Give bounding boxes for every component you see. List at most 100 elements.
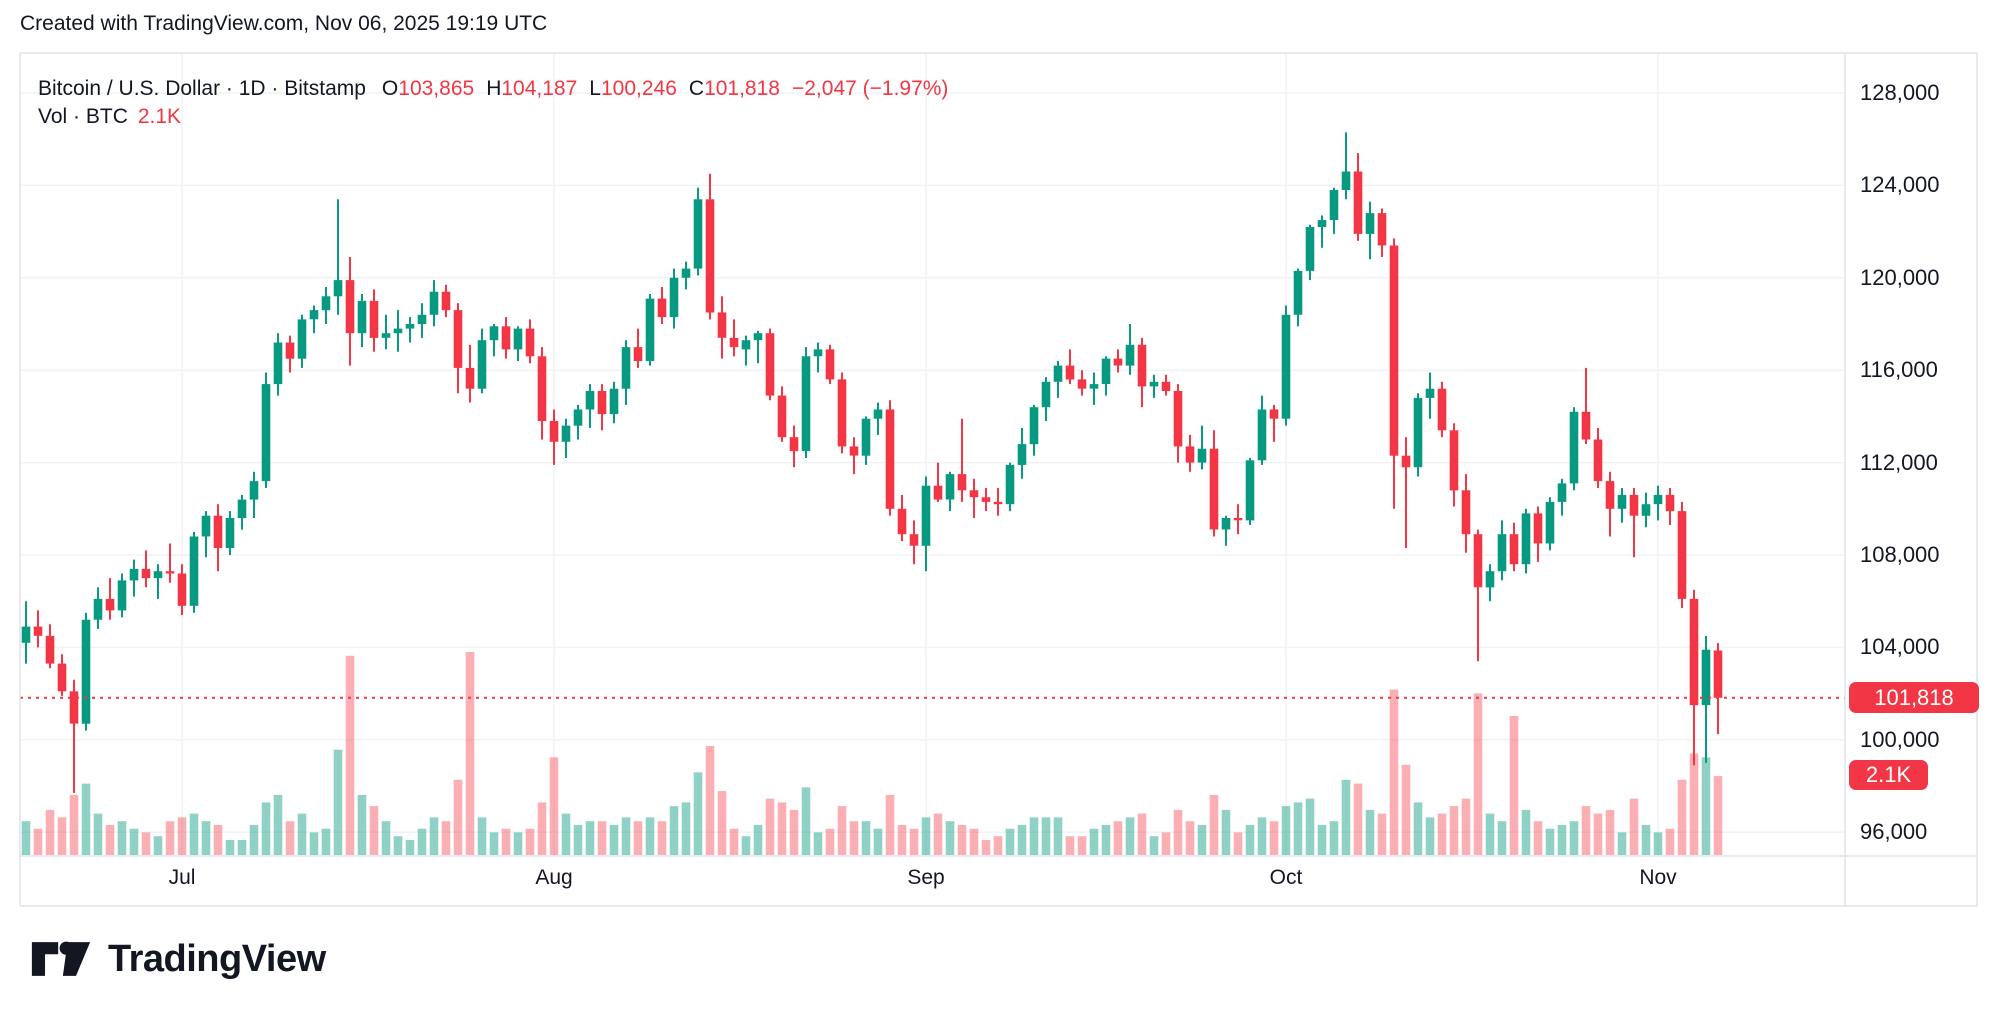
candle-body: [1701, 649, 1711, 706]
candle: [1221, 515, 1231, 546]
volume-bar: [717, 791, 727, 855]
candle: [1545, 497, 1555, 551]
candle: [717, 296, 727, 359]
candle-body: [165, 571, 175, 574]
candle: [453, 303, 463, 394]
candle: [57, 654, 67, 696]
candle: [1293, 268, 1303, 327]
candle: [741, 335, 751, 366]
volume-bar: [321, 828, 331, 855]
candle-body: [837, 379, 847, 447]
candle: [657, 287, 667, 324]
volume-bar: [1521, 809, 1531, 855]
candle-body: [1413, 397, 1423, 468]
candle: [969, 478, 979, 518]
candle-body: [501, 326, 511, 350]
volume-bar: [825, 828, 835, 855]
candle-body: [1017, 444, 1027, 465]
candle-body: [477, 340, 487, 389]
candle-body: [1305, 227, 1315, 271]
candle-body: [789, 437, 799, 452]
candle: [933, 462, 943, 502]
candle: [333, 199, 343, 315]
volume-bar: [1197, 824, 1207, 855]
candle: [285, 335, 295, 373]
month-tick-label: Aug: [535, 866, 573, 889]
volume-bar: [297, 813, 307, 855]
volume-bar: [1089, 828, 1099, 855]
candle: [1257, 395, 1267, 465]
candle: [297, 314, 307, 368]
volume-bar: [1029, 817, 1039, 855]
candle-body: [1557, 483, 1567, 502]
volume-bar: [1677, 779, 1687, 855]
candle: [1173, 384, 1183, 463]
candle: [897, 494, 907, 542]
candle: [1209, 430, 1219, 537]
candle-body: [153, 571, 163, 579]
volume-bar: [801, 787, 811, 855]
candle: [801, 347, 811, 458]
candle: [1089, 372, 1099, 405]
candle-body: [1581, 411, 1591, 440]
legend-row-volume: Vol · BTC 2.1K: [38, 103, 948, 130]
volume-bar: [1377, 813, 1387, 855]
candle: [1377, 208, 1387, 257]
candle-body: [1545, 501, 1555, 544]
candle-body: [405, 324, 415, 329]
volume-pane: [21, 652, 1723, 855]
volume-bar: [381, 821, 391, 855]
candle-body: [1173, 391, 1183, 447]
candle: [309, 305, 319, 334]
volume-bar: [765, 798, 775, 855]
candle-body: [1125, 344, 1135, 366]
candle-body: [717, 312, 727, 338]
candle: [981, 488, 991, 512]
candle: [1065, 349, 1075, 385]
candle-body: [249, 481, 259, 500]
volume-bar: [1221, 809, 1231, 855]
volume-bar: [849, 821, 859, 855]
chart-pane[interactable]: Bitcoin / U.S. Dollar · 1D · Bitstamp O1…: [0, 0, 1996, 910]
candle: [873, 402, 883, 435]
volume-bar: [309, 832, 319, 855]
candle: [129, 559, 139, 597]
volume-bar: [1245, 824, 1255, 855]
candle-body: [573, 409, 583, 426]
candle: [957, 418, 967, 502]
symbol-legend: Bitcoin / U.S. Dollar · 1D · Bitstamp O1…: [38, 75, 948, 130]
candle-body: [1497, 534, 1507, 572]
candle: [261, 372, 271, 488]
volume-bar: [1449, 806, 1459, 855]
volume-bar: [885, 794, 895, 855]
candle-body: [729, 337, 739, 348]
price-scale[interactable]: 128,000 124,000 120,000 116,000 112,000 108,0…: [1845, 53, 1996, 906]
candle-body: [945, 474, 955, 500]
volume-bar: [69, 794, 79, 855]
candle: [1305, 224, 1315, 281]
candle: [669, 268, 679, 329]
candle-body: [1401, 455, 1411, 468]
time-scale[interactable]: Jul Aug Sep Oct Nov: [0, 856, 1845, 906]
candle-body: [369, 300, 379, 338]
volume-bar: [429, 817, 439, 855]
chart-frame: [19, 52, 1978, 907]
candle-body: [429, 291, 439, 315]
candles: [21, 132, 1723, 793]
candle-body: [1461, 490, 1471, 535]
volume-bar: [1065, 836, 1075, 855]
volume-bar: [1173, 809, 1183, 855]
volume-bar: [525, 828, 535, 855]
candlestick-chart[interactable]: [0, 0, 1996, 910]
volume-bar: [1593, 813, 1603, 855]
candle-body: [417, 314, 427, 324]
candle: [909, 520, 919, 565]
volume-bar: [1077, 836, 1087, 855]
candle-body: [873, 409, 883, 419]
candle: [777, 386, 787, 442]
candle: [1653, 485, 1663, 521]
candle-body: [1053, 365, 1063, 382]
change-value: −2,047 (−1.97%): [791, 77, 949, 100]
candle-body: [225, 518, 235, 548]
volume-bar: [153, 836, 163, 855]
